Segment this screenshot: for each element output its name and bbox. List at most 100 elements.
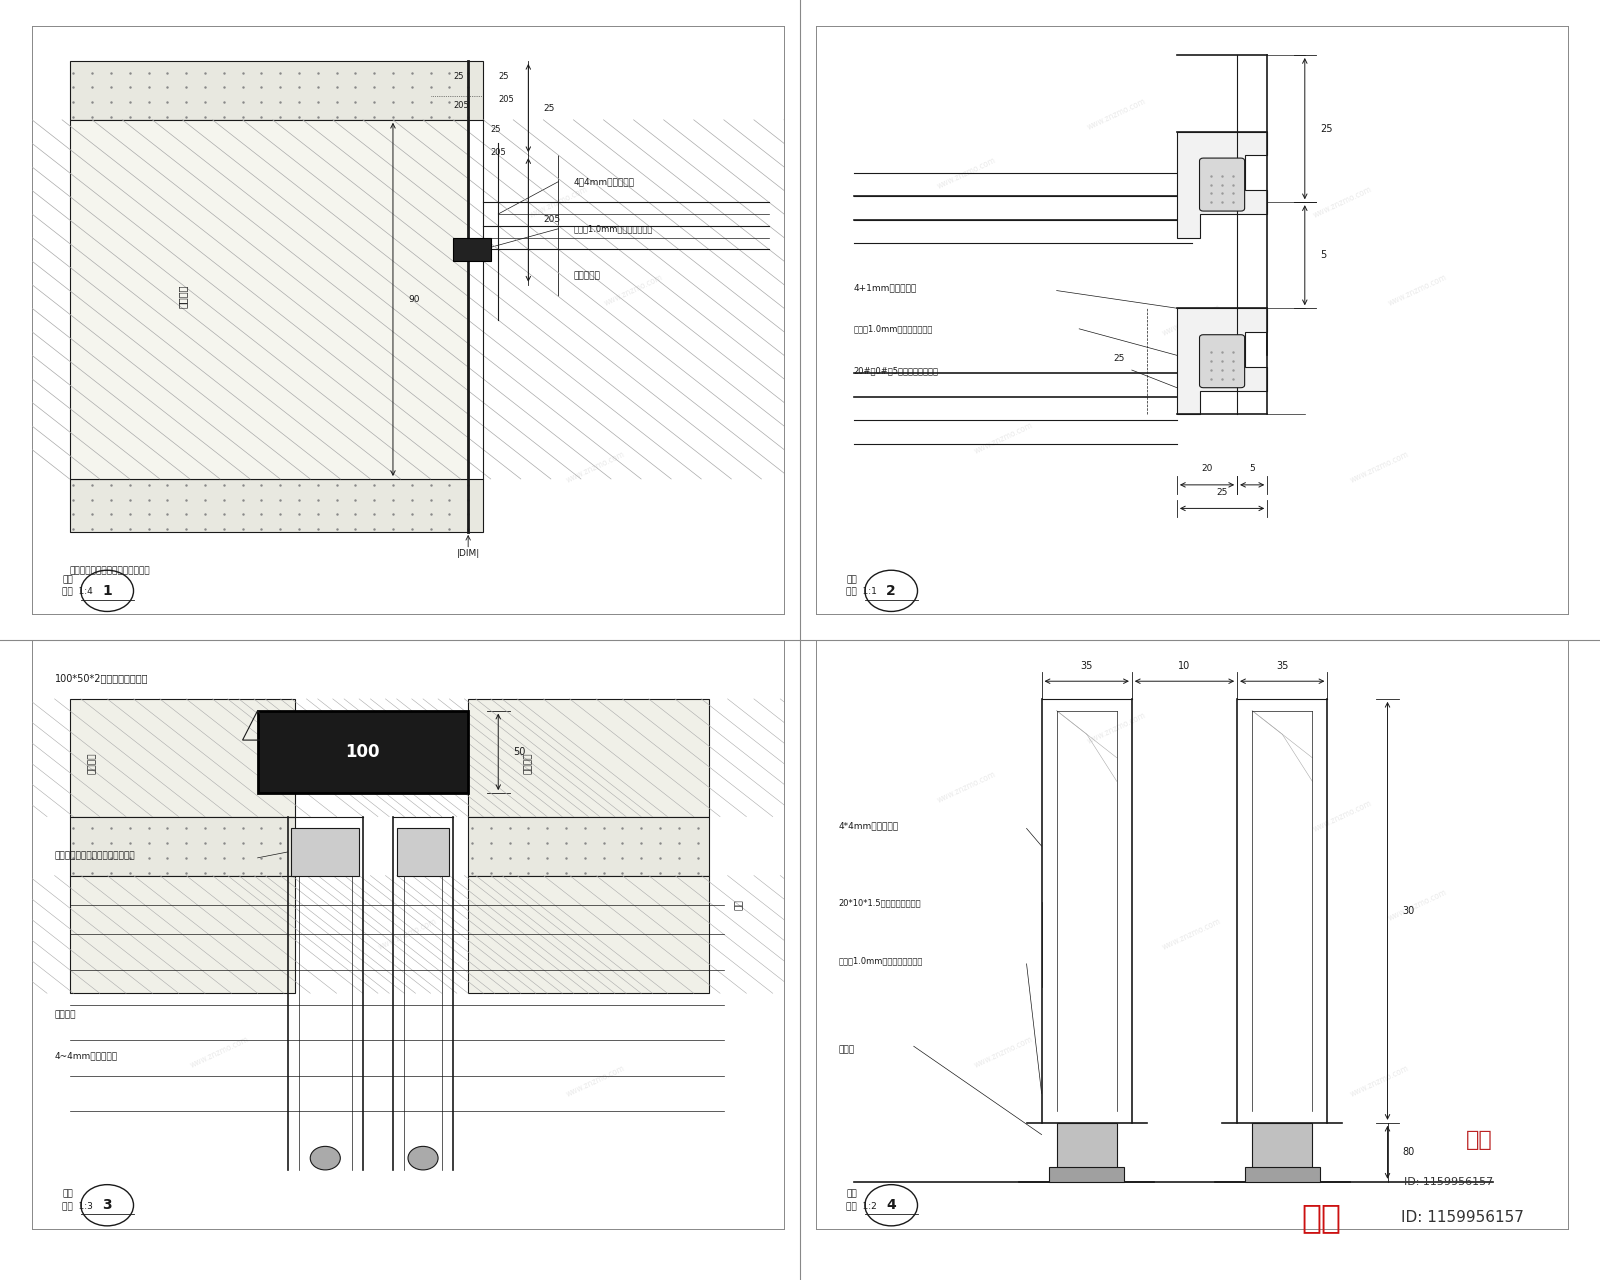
Text: 5: 5 bbox=[1250, 465, 1254, 474]
Text: www.znzmo.com: www.znzmo.com bbox=[1086, 96, 1147, 132]
Text: 4+1mm厚夹玻玻璃: 4+1mm厚夹玻玻璃 bbox=[854, 284, 917, 293]
Text: 5: 5 bbox=[1320, 250, 1326, 260]
Text: 知末: 知末 bbox=[1466, 1130, 1493, 1151]
Text: 4~4mm厚夹玻玻璃: 4~4mm厚夹玻玻璃 bbox=[54, 1051, 118, 1060]
Text: 25: 25 bbox=[1216, 488, 1227, 497]
Text: 外框：1.0mm厚黑铝锌不锈钢: 外框：1.0mm厚黑铝锌不锈钢 bbox=[573, 225, 653, 234]
Text: www.znzmo.com: www.znzmo.com bbox=[528, 184, 589, 220]
Bar bbox=[1050, 1167, 1125, 1181]
Bar bbox=[1253, 1123, 1312, 1170]
Text: 注意：大尺寸（非技方施工范围）: 注意：大尺寸（非技方施工范围） bbox=[70, 566, 150, 575]
Text: www.znzmo.com: www.znzmo.com bbox=[189, 1034, 251, 1070]
Text: 套装马凳: 套装马凳 bbox=[54, 1010, 77, 1019]
Text: 门塞：大门塞（有关方定工范围）: 门塞：大门塞（有关方定工范围） bbox=[54, 851, 134, 860]
Text: 节点: 节点 bbox=[846, 575, 858, 584]
Bar bbox=[258, 710, 469, 794]
Text: www.znzmo.com: www.znzmo.com bbox=[1312, 799, 1373, 835]
Text: 25: 25 bbox=[1320, 124, 1333, 133]
Text: www.znzmo.com: www.znzmo.com bbox=[528, 799, 589, 835]
Text: www.znzmo.com: www.znzmo.com bbox=[378, 302, 438, 338]
Text: 30: 30 bbox=[1403, 906, 1414, 916]
Text: www.znzmo.com: www.znzmo.com bbox=[973, 420, 1035, 456]
Text: www.znzmo.com: www.znzmo.com bbox=[603, 887, 664, 923]
Text: www.znzmo.com: www.znzmo.com bbox=[603, 273, 664, 308]
Bar bbox=[1245, 1167, 1320, 1181]
Text: 90: 90 bbox=[408, 294, 419, 303]
Text: 墙厚尺寸: 墙厚尺寸 bbox=[523, 753, 533, 774]
Text: www.znzmo.com: www.znzmo.com bbox=[152, 155, 213, 191]
Text: 10: 10 bbox=[1178, 662, 1190, 672]
Bar bbox=[469, 699, 709, 817]
Text: www.znzmo.com: www.znzmo.com bbox=[936, 769, 997, 805]
Text: 205: 205 bbox=[491, 148, 507, 157]
Text: 25: 25 bbox=[1114, 355, 1125, 364]
Text: 外管：1.0mm厚铜铝锌不锈钢: 外管：1.0mm厚铜铝锌不锈钢 bbox=[854, 325, 933, 334]
Text: 比例  1:2: 比例 1:2 bbox=[846, 1201, 877, 1210]
Bar bbox=[70, 817, 296, 876]
Bar bbox=[70, 479, 483, 532]
Text: www.znzmo.com: www.znzmo.com bbox=[936, 155, 997, 191]
Text: www.znzmo.com: www.znzmo.com bbox=[378, 916, 438, 952]
Text: www.znzmo.com: www.znzmo.com bbox=[1349, 1064, 1411, 1100]
Circle shape bbox=[408, 1147, 438, 1170]
Bar bbox=[291, 828, 358, 876]
Text: 知末: 知末 bbox=[1302, 1202, 1341, 1234]
Text: 1: 1 bbox=[102, 584, 112, 598]
Text: 20#、0#、5锈钢方管均墙支撑: 20#、0#、5锈钢方管均墙支撑 bbox=[854, 366, 939, 375]
Text: www.znzmo.com: www.znzmo.com bbox=[1349, 449, 1411, 485]
Text: www.znzmo.com: www.znzmo.com bbox=[1162, 916, 1222, 952]
Text: 比例  1:4: 比例 1:4 bbox=[62, 586, 93, 595]
Text: 205: 205 bbox=[498, 95, 514, 104]
Text: ID: 1159956157: ID: 1159956157 bbox=[1403, 1176, 1493, 1187]
Text: 节点: 节点 bbox=[846, 1189, 858, 1198]
Bar bbox=[70, 876, 296, 993]
Text: 外框：1.0mm厚黑系统锌不锈钢: 外框：1.0mm厚黑系统锌不锈钢 bbox=[838, 957, 923, 966]
Text: 节点: 节点 bbox=[62, 575, 74, 584]
Text: 4＋4mm厚夹丝玻璃: 4＋4mm厚夹丝玻璃 bbox=[573, 178, 635, 187]
Text: www.znzmo.com: www.znzmo.com bbox=[152, 769, 213, 805]
Text: www.znzmo.com: www.znzmo.com bbox=[565, 1064, 627, 1100]
Bar bbox=[70, 120, 469, 479]
Text: www.znzmo.com: www.znzmo.com bbox=[1387, 273, 1448, 308]
Bar bbox=[1056, 1123, 1117, 1170]
Polygon shape bbox=[1178, 132, 1267, 238]
Text: 密封胶处理: 密封胶处理 bbox=[573, 271, 600, 280]
FancyBboxPatch shape bbox=[1200, 157, 1245, 211]
Text: 比例  1:1: 比例 1:1 bbox=[846, 586, 877, 595]
Text: 25: 25 bbox=[453, 72, 464, 81]
Text: 剖面: 剖面 bbox=[734, 900, 744, 910]
Text: 止逆柜: 止逆柜 bbox=[838, 1046, 854, 1055]
Text: www.znzmo.com: www.znzmo.com bbox=[302, 710, 363, 746]
Text: 节点: 节点 bbox=[62, 1189, 74, 1198]
Text: 80: 80 bbox=[1403, 1147, 1414, 1157]
Bar bbox=[469, 876, 709, 993]
Text: 比例  1:3: 比例 1:3 bbox=[62, 1201, 93, 1210]
Text: 35: 35 bbox=[1277, 662, 1288, 672]
Polygon shape bbox=[1178, 308, 1267, 415]
Text: www.znzmo.com: www.znzmo.com bbox=[189, 420, 251, 456]
Text: 4: 4 bbox=[886, 1198, 896, 1212]
Text: 3: 3 bbox=[102, 1198, 112, 1212]
Text: 100: 100 bbox=[346, 742, 381, 760]
Bar bbox=[70, 61, 483, 120]
Text: www.znzmo.com: www.znzmo.com bbox=[1312, 184, 1373, 220]
Text: 墙厚尺寸: 墙厚尺寸 bbox=[88, 753, 96, 774]
Text: www.znzmo.com: www.znzmo.com bbox=[302, 96, 363, 132]
Text: 205: 205 bbox=[544, 215, 560, 224]
Text: www.znzmo.com: www.znzmo.com bbox=[1086, 710, 1147, 746]
Circle shape bbox=[310, 1147, 341, 1170]
Bar bbox=[453, 238, 491, 261]
Text: 25: 25 bbox=[491, 124, 501, 133]
Text: 100*50*2锈钢方管均墙支撑: 100*50*2锈钢方管均墙支撑 bbox=[54, 673, 149, 684]
Text: 205: 205 bbox=[453, 101, 469, 110]
Bar bbox=[70, 699, 296, 817]
Text: |DIM|: |DIM| bbox=[456, 549, 480, 558]
Text: www.znzmo.com: www.znzmo.com bbox=[1387, 887, 1448, 923]
Text: www.znzmo.com: www.znzmo.com bbox=[1162, 302, 1222, 338]
FancyBboxPatch shape bbox=[1200, 334, 1245, 388]
Text: 20: 20 bbox=[1202, 465, 1213, 474]
Text: ID: 1159956157: ID: 1159956157 bbox=[1402, 1211, 1523, 1225]
Text: 20*10*1.5锈钢铝形不锈钢管: 20*10*1.5锈钢铝形不锈钢管 bbox=[838, 899, 922, 908]
Text: www.znzmo.com: www.znzmo.com bbox=[973, 1034, 1035, 1070]
Text: 25: 25 bbox=[498, 72, 509, 81]
